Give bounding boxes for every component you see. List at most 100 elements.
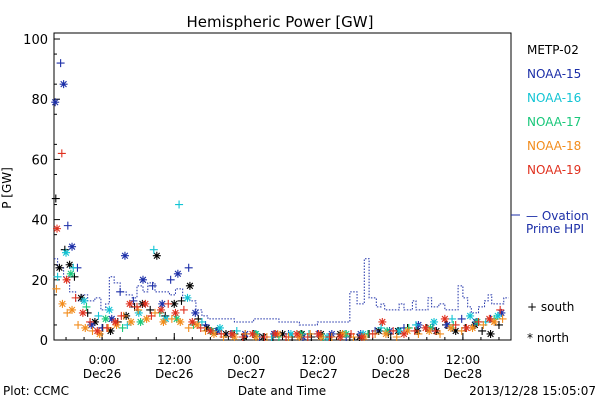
asterisk-marker: [172, 314, 181, 323]
data-point-metp-02: [185, 281, 194, 290]
x-tick-date: Dec28: [371, 367, 410, 381]
asterisk-marker: [426, 323, 435, 332]
data-point-noaa-19: [217, 329, 226, 338]
y-axis: 0 20 40 60 80 100: [23, 33, 60, 349]
data-point-noaa-15: [457, 314, 466, 323]
asterisk-marker: [125, 299, 134, 308]
data-point-noaa-15: [173, 269, 182, 278]
asterisk-marker: [66, 269, 75, 278]
asterisk-marker: [68, 305, 77, 314]
plus-marker: [53, 272, 62, 281]
data-point-noaa-19: [336, 332, 345, 341]
asterisk-marker: [90, 317, 99, 326]
legend-south-label: + south: [527, 300, 574, 314]
data-point-noaa-18: [142, 314, 151, 323]
asterisk-marker: [93, 326, 102, 335]
x-tick-time: 12:00: [157, 353, 192, 367]
data-point-noaa-19: [102, 323, 111, 332]
data-point-noaa-18: [425, 326, 434, 335]
asterisk-marker: [206, 326, 215, 335]
data-point-noaa-18: [392, 332, 401, 341]
data-point-noaa-16: [80, 296, 89, 305]
data-point-metp-02: [202, 323, 211, 332]
y-axis-label: P [GW]: [0, 167, 14, 209]
data-point-noaa-15: [107, 314, 116, 323]
asterisk-marker: [157, 305, 166, 314]
asterisk-marker: [485, 314, 494, 323]
data-point-noaa-16: [377, 323, 386, 332]
plus-marker: [148, 281, 157, 290]
x-tick-time: 0:00: [89, 353, 116, 367]
asterisk-marker: [183, 293, 192, 302]
data-point-noaa-19: [179, 305, 188, 314]
data-point-noaa-19: [71, 293, 80, 302]
data-point-noaa-15: [68, 242, 77, 251]
data-point-noaa-18: [112, 320, 121, 329]
data-point-metp-02: [77, 293, 86, 302]
data-point-noaa-17: [383, 326, 392, 335]
data-point-noaa-19: [292, 329, 301, 338]
data-point-noaa-15: [120, 251, 129, 260]
data-point-noaa-19: [53, 224, 62, 233]
plus-marker: [457, 326, 466, 335]
asterisk-marker: [357, 332, 366, 341]
plus-marker: [164, 299, 173, 308]
data-point-noaa-15: [497, 308, 506, 317]
asterisk-marker: [248, 329, 257, 338]
asterisk-marker: [443, 320, 452, 329]
asterisk-marker: [383, 326, 392, 335]
plus-marker: [457, 314, 466, 323]
x-tick-time: 0:00: [377, 353, 404, 367]
ovation-step-line: [54, 258, 509, 326]
y-tick-label: 60: [31, 153, 48, 168]
data-point-noaa-18: [68, 305, 77, 314]
data-point-metp-02: [65, 260, 74, 269]
asterisk-marker: [51, 98, 60, 107]
data-point-metp-02: [494, 320, 503, 329]
data-point-noaa-18: [457, 326, 466, 335]
plus-marker: [117, 311, 126, 320]
data-point-noaa-16: [430, 317, 439, 326]
plus-marker: [102, 323, 111, 332]
data-point-noaa-16: [197, 317, 206, 326]
asterisk-marker: [171, 308, 180, 317]
ovation-prime-hpi-line: [54, 258, 509, 326]
data-point-noaa-15: [158, 299, 167, 308]
asterisk-marker: [468, 323, 477, 332]
plus-marker: [431, 326, 440, 335]
plus-marker: [217, 329, 226, 338]
footer-timestamp: 2013/12/28 15:05:07: [469, 384, 596, 398]
data-point-noaa-18: [479, 320, 488, 329]
plus-marker: [238, 332, 247, 341]
x-tick-date: Dec26: [155, 367, 194, 381]
plus-marker: [451, 320, 460, 329]
y-tick-label: 100: [23, 33, 48, 48]
legend-item-noaa-19: NOAA-19: [527, 163, 581, 177]
data-point-noaa-16: [175, 200, 184, 209]
data-point-noaa-19: [368, 329, 377, 338]
data-point-noaa-19: [238, 332, 247, 341]
data-point-noaa-16: [94, 311, 103, 320]
asterisk-marker: [462, 323, 471, 332]
data-point-noaa-19: [248, 329, 257, 338]
data-point-noaa-15: [51, 98, 60, 107]
asterisk-marker: [142, 314, 151, 323]
data-point-noaa-18: [58, 299, 67, 308]
data-point-metp-02: [478, 326, 487, 335]
asterisk-marker: [399, 329, 408, 338]
asterisk-marker: [152, 251, 161, 260]
data-point-noaa-19: [485, 314, 494, 323]
x-tick-time: 12:00: [446, 353, 481, 367]
asterisk-marker: [403, 326, 412, 335]
asterisk-marker: [227, 329, 236, 338]
data-point-noaa-19: [57, 149, 66, 158]
data-point-noaa-18: [403, 326, 412, 335]
asterisk-marker: [446, 323, 455, 332]
plus-marker: [368, 329, 377, 338]
data-point-metp-02: [486, 329, 495, 338]
data-point-noaa-19: [271, 329, 280, 338]
plus-marker: [118, 323, 127, 332]
asterisk-marker: [497, 308, 506, 317]
data-point-noaa-19: [440, 314, 449, 323]
data-point-noaa-19: [111, 317, 120, 326]
